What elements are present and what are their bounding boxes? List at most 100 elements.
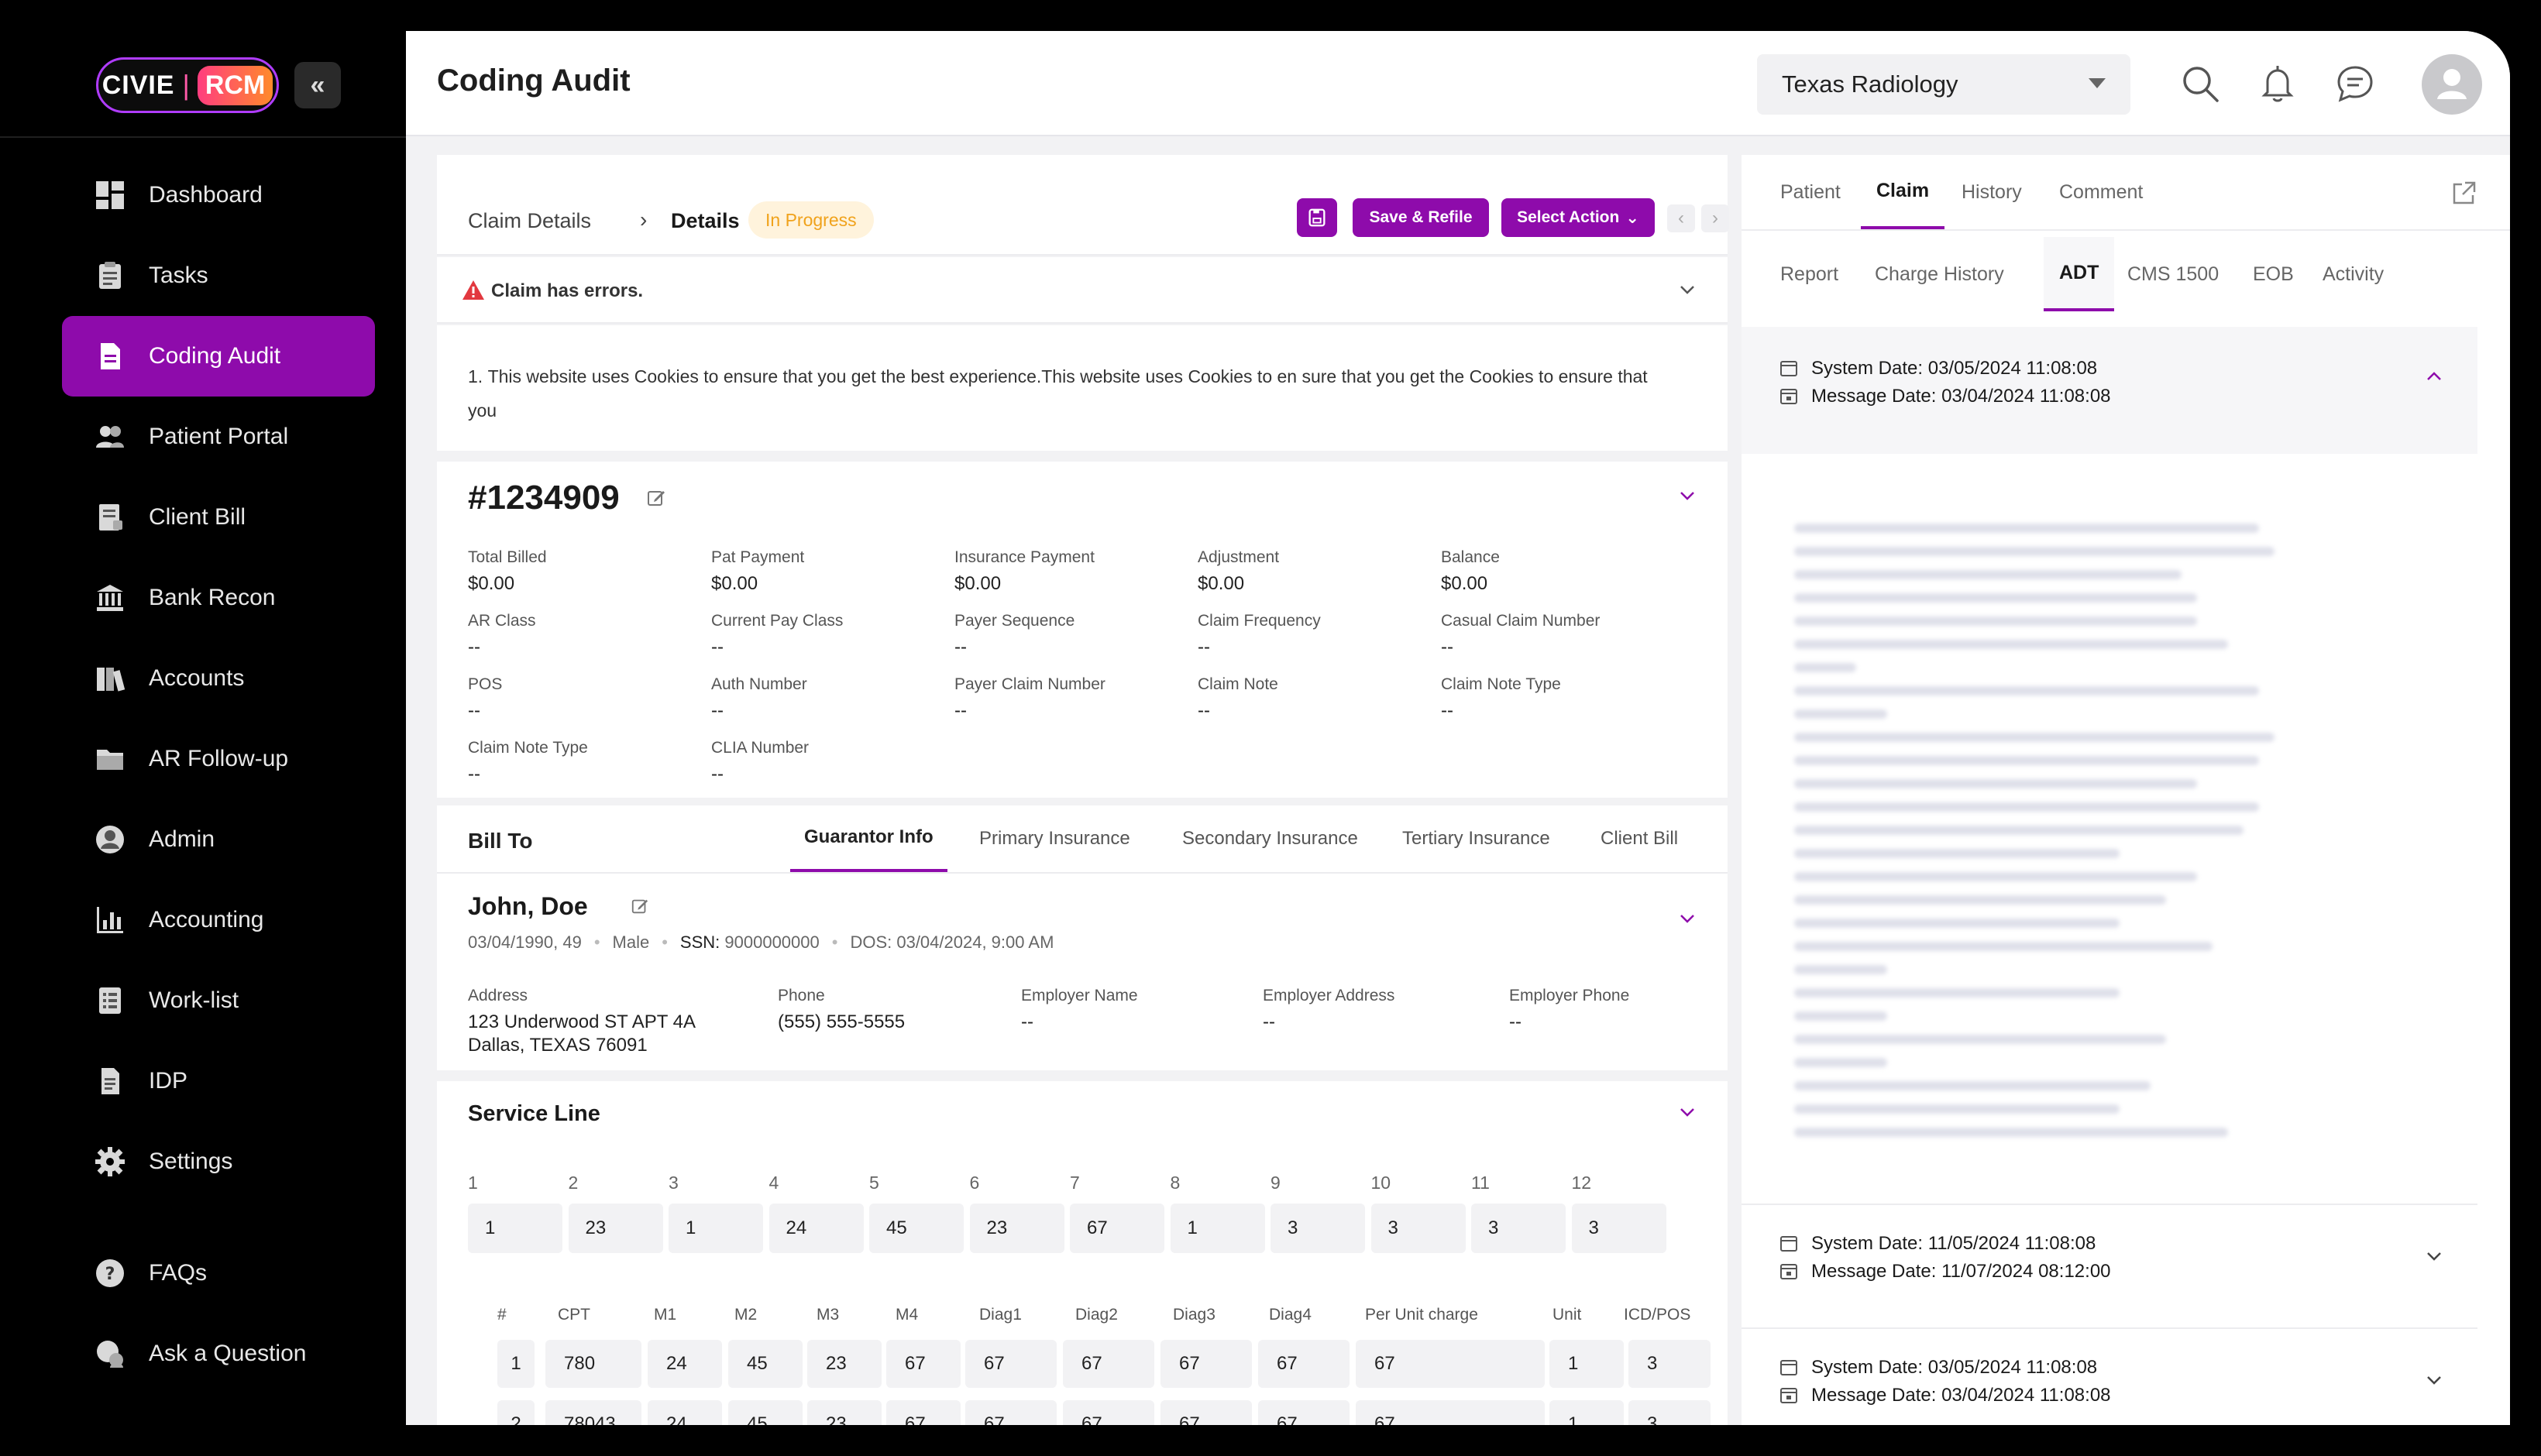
chat-icon[interactable] (2333, 62, 2377, 105)
service-line-cell[interactable]: 67 (965, 1340, 1057, 1388)
sidebar-item-bank-recon[interactable]: Bank Recon (62, 558, 375, 638)
sidebar-item-coding-audit[interactable]: Coding Audit (62, 316, 375, 397)
avatar[interactable] (2422, 54, 2482, 115)
diagnosis-number-input[interactable]: 3 (1270, 1204, 1365, 1253)
service-line-cell[interactable]: 78043 (545, 1400, 641, 1425)
tab-primary-insurance[interactable]: Primary Insurance (979, 828, 1130, 849)
tab-patient[interactable]: Patient (1780, 180, 1841, 203)
save-refile-button[interactable]: Save & Refile (1353, 198, 1489, 237)
diagnosis-number-input[interactable]: 3 (1471, 1204, 1566, 1253)
tab-activity[interactable]: Activity (2323, 263, 2385, 285)
chevron-down-icon[interactable] (1676, 908, 1698, 929)
service-line-cell[interactable]: 24 (648, 1340, 722, 1388)
service-line-cell[interactable]: 67 (1258, 1340, 1350, 1388)
tab-report[interactable]: Report (1780, 263, 1839, 285)
diagnosis-number-input[interactable]: 1 (1170, 1204, 1265, 1253)
chevron-down-icon[interactable] (1676, 279, 1698, 300)
service-line-cell[interactable]: 67 (1063, 1400, 1154, 1425)
bell-icon[interactable] (2256, 62, 2299, 105)
diagnosis-number-input[interactable]: 1 (468, 1204, 562, 1253)
service-line-cell[interactable]: 780 (545, 1340, 641, 1388)
sidebar-item-admin[interactable]: Admin (62, 799, 375, 880)
service-line-cell[interactable]: 1 (1549, 1340, 1624, 1388)
tab-charge-history[interactable]: Charge History (1875, 263, 2004, 285)
sidebar-item-idp[interactable]: IDP (62, 1041, 375, 1121)
sidebar-collapse-button[interactable]: « (294, 62, 341, 108)
tab-adt[interactable]: ADT (2044, 237, 2115, 311)
service-line-cell[interactable]: 67 (1063, 1340, 1154, 1388)
chevron-down-icon[interactable] (2423, 1369, 2445, 1391)
diagnosis-number-input[interactable]: 24 (768, 1204, 864, 1253)
service-line-cell[interactable]: 67 (965, 1400, 1057, 1425)
tab-client-bill[interactable]: Client Bill (1601, 828, 1679, 849)
chevron-up-icon[interactable] (2423, 366, 2445, 387)
service-line-cell[interactable]: 67 (1356, 1340, 1545, 1388)
breadcrumb-parent[interactable]: Claim Details (468, 209, 592, 232)
service-line-cell[interactable]: 23 (807, 1340, 882, 1388)
chevron-down-icon[interactable] (1676, 485, 1698, 507)
sidebar-item-dashboard[interactable]: Dashboard (62, 155, 375, 235)
tab-comment[interactable]: Comment (2059, 180, 2144, 203)
sidebar-item-tasks[interactable]: Tasks (62, 235, 375, 316)
diagnosis-number-input[interactable]: 67 (1070, 1204, 1164, 1253)
save-icon-button[interactable] (1297, 198, 1337, 237)
service-line-cell[interactable]: 45 (728, 1400, 803, 1425)
diagnosis-number-input[interactable]: 1 (669, 1204, 763, 1253)
organization-select[interactable]: Texas Radiology (1757, 54, 2130, 115)
adt-message-header[interactable]: System Date: 03/05/2024 11:08:08 Message… (1742, 1327, 2477, 1425)
diagnosis-number-input[interactable]: 23 (969, 1204, 1064, 1253)
search-icon[interactable] (2178, 62, 2222, 105)
adt-message-header[interactable]: System Date: 03/05/2024 11:08:08 Message… (1742, 327, 2477, 454)
diagnosis-number-label: 9 (1270, 1173, 1281, 1193)
service-line-cell[interactable]: 3 (1628, 1340, 1711, 1388)
redacted-text-line (1794, 942, 2213, 951)
diagnosis-number-input[interactable]: 3 (1571, 1204, 1666, 1253)
diagnosis-number-input[interactable]: 45 (869, 1204, 964, 1253)
service-line-cell[interactable]: 67 (886, 1340, 961, 1388)
service-line-cell[interactable]: 67 (1160, 1340, 1252, 1388)
diagnosis-number-label: 3 (669, 1173, 679, 1193)
sidebar-item-settings[interactable]: Settings (62, 1121, 375, 1202)
tab-claim[interactable]: Claim (1861, 155, 1945, 229)
diagnosis-number-input[interactable]: 3 (1370, 1204, 1466, 1253)
service-line-cell[interactable]: 3 (1628, 1400, 1711, 1425)
chevron-down-icon[interactable] (1676, 1101, 1698, 1123)
service-line-cell[interactable]: 67 (1356, 1400, 1545, 1425)
sidebar-item-accounts[interactable]: Accounts (62, 638, 375, 719)
sidebar-item-accounting[interactable]: Accounting (62, 880, 375, 960)
redacted-text-line (1794, 756, 2259, 765)
service-line-cell[interactable]: 45 (728, 1340, 803, 1388)
tab-history[interactable]: History (1962, 180, 2022, 203)
tab-tertiary-insurance[interactable]: Tertiary Insurance (1402, 828, 1550, 849)
tab-cms-1500[interactable]: CMS 1500 (2127, 263, 2220, 285)
edit-icon[interactable] (646, 488, 666, 508)
adt-message-header[interactable]: System Date: 11/05/2024 11:08:08 Message… (1742, 1204, 2477, 1320)
next-claim-button[interactable]: › (1701, 204, 1729, 232)
service-line-cell[interactable]: 1 (1549, 1400, 1624, 1425)
sidebar-item-client-bill[interactable]: Client Bill (62, 477, 375, 558)
sidebar-item-faqs[interactable]: ? FAQs (62, 1233, 375, 1313)
tab-eob[interactable]: EOB (2253, 263, 2294, 285)
tab-secondary-insurance[interactable]: Secondary Insurance (1182, 828, 1358, 849)
sidebar-item-ask-a-question[interactable]: Ask a Question (62, 1313, 375, 1394)
chevron-down-icon[interactable] (2423, 1245, 2445, 1267)
sidebar-item-patient-portal[interactable]: Patient Portal (62, 397, 375, 477)
select-action-button[interactable]: Select Action ⌄ (1501, 198, 1655, 237)
service-line-cell[interactable]: 23 (807, 1400, 882, 1425)
calendar-icon (1780, 389, 1797, 404)
tab-guarantor-info[interactable]: Guarantor Info (790, 805, 947, 872)
service-line-cell[interactable]: 24 (648, 1400, 722, 1425)
redacted-text-line (1794, 988, 2120, 998)
service-line-cell[interactable]: 67 (1160, 1400, 1252, 1425)
edit-icon[interactable] (631, 897, 649, 915)
sidebar-item-work-list[interactable]: Work-list (62, 960, 375, 1041)
prev-claim-button[interactable]: ‹ (1667, 204, 1695, 232)
service-line-cell[interactable]: 67 (886, 1400, 961, 1425)
diagnosis-number-input[interactable]: 23 (568, 1204, 663, 1253)
sidebar-item-ar-follow-up[interactable]: AR Follow-up (62, 719, 375, 799)
sidebar-item-label: AR Follow-up (149, 746, 289, 771)
worklist-icon (95, 985, 126, 1016)
service-line-cell[interactable]: 67 (1258, 1400, 1350, 1425)
external-link-icon[interactable] (2450, 180, 2477, 208)
claim-errors-header[interactable]: Claim has errors. (437, 257, 1728, 324)
